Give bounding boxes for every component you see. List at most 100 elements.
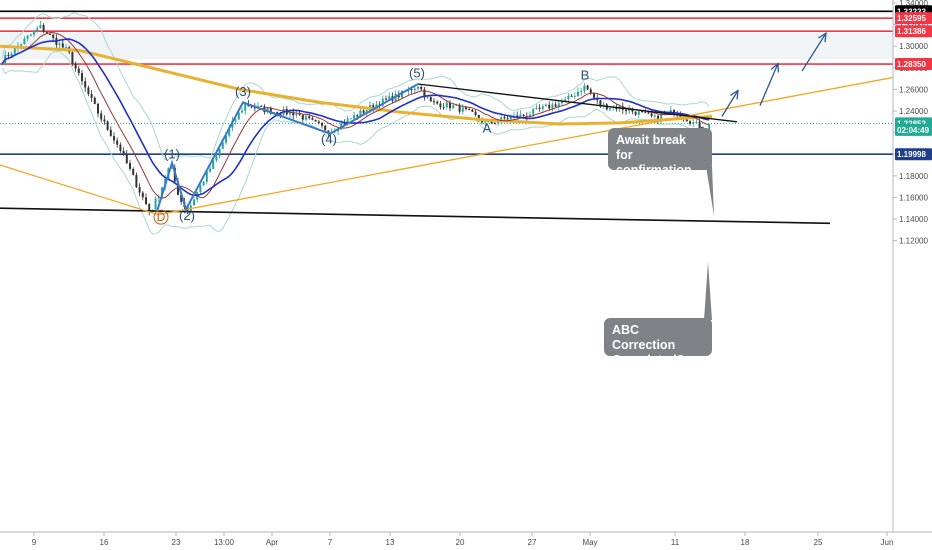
candle-body [301,114,304,120]
candle-body [477,115,480,120]
candle-body [522,114,525,117]
candle-body [471,109,474,112]
moving-averages [0,31,713,199]
candle-body [77,68,80,74]
candle-body [388,96,391,100]
candle-body [349,118,352,120]
time-tick-label: Apr [266,538,279,547]
candle-body [74,63,77,69]
candle-body [36,28,39,31]
candle-body [657,115,659,121]
arrow-short-head [730,89,739,100]
candle-body [583,85,586,92]
candle-body [573,95,576,97]
arrow-mid [759,63,779,106]
candle-body [308,116,311,119]
candle-body [474,111,477,116]
candle-body [413,88,416,91]
candle-body [647,112,650,114]
candle-body [269,108,272,114]
candle-body [385,98,387,100]
candle-body [417,86,419,89]
candle-body [372,105,375,109]
candle-body [122,150,125,154]
candle-body [692,122,695,124]
candle-body [103,119,106,122]
price-tick-label: 1.12000 [899,237,928,246]
band-lower [1,50,710,235]
candle-body [561,101,563,104]
candle-body [170,167,173,169]
candle-body [484,121,487,123]
candle-body [13,47,16,54]
candle-body [154,198,157,210]
arrow-short [721,90,739,117]
candle-body [199,185,202,192]
candle-body [509,116,512,120]
horizontal-levels [0,10,893,156]
candle-body [90,93,93,98]
candle-body [141,192,144,198]
candle-body [423,89,426,98]
candle-body [39,25,42,29]
candle-body [215,155,218,161]
candle-body [279,113,282,115]
candle-body [225,135,227,143]
ma-mid-line [1,38,710,196]
candle-body [564,99,567,102]
candle-body [157,197,160,199]
candle-body [577,91,579,96]
candle-body [644,111,647,113]
wave-label: (3) [235,84,251,99]
candle-body [295,114,298,116]
price-tick-label: 1.32000 [899,21,928,30]
drawings [0,31,894,225]
candle-body [609,107,611,110]
candle-body [71,52,74,64]
wave-label: (4) [321,131,337,146]
candle-body [119,144,122,151]
price-tick-label: 1.14000 [899,215,928,224]
candle-body [445,102,448,108]
time-tick-label: 25 [814,538,823,547]
candle-body [669,110,672,113]
candle-body [58,43,61,45]
candle-body [276,111,279,114]
candle-body [228,127,231,136]
candle-body [125,153,128,164]
candle-body [500,117,503,122]
wave-label: A [483,121,492,136]
time-tick-label: 7 [328,538,333,547]
arrow-mid-head [770,62,780,73]
abc-callout: ABC Correction Completed? [604,318,712,367]
price-tick-label: 1.34000 [899,0,928,8]
candle-body [420,86,423,90]
candle-body [33,30,35,35]
price-tag-label: 1.33233 [897,7,926,16]
candle-body [455,104,458,106]
candle-body [106,121,109,130]
ma-fast-line [1,31,710,199]
candle-body [465,107,467,110]
candle-body [132,168,135,175]
candle-body [586,85,589,90]
candle-body [436,101,439,104]
candle-body [567,95,570,100]
candle-body [337,129,339,132]
time-tick-label: 20 [456,538,465,547]
time-tick-label: 23 [172,538,181,547]
candle-body [381,98,384,106]
candle-body [49,33,51,35]
candle-body [538,107,541,109]
candle-body [93,97,96,104]
candle-body [461,107,464,112]
candle-body [324,125,327,131]
price-tag [895,25,932,38]
candle-body [314,119,317,122]
candle-body [570,95,573,97]
candle-body [426,97,429,99]
candle-body [641,111,643,113]
candle-body [353,115,355,119]
